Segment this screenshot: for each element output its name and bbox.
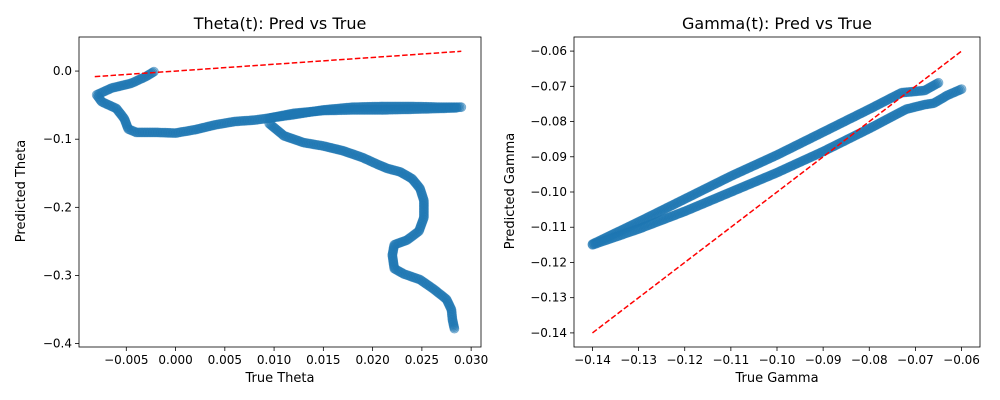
x-tick-label: −0.11: [712, 353, 749, 367]
axes-frame: [78, 36, 482, 348]
x-tick-label: −0.005: [104, 353, 148, 367]
x-tick-label: 0.030: [454, 353, 488, 367]
y-axis-label: Predicted Gamma: [503, 133, 518, 250]
y-tick-label: −0.10: [530, 185, 567, 199]
y-tick-label: −0.09: [530, 150, 567, 164]
x-tick-label: −0.09: [805, 353, 842, 367]
x-tick-label: 0.005: [208, 353, 242, 367]
data-point: [449, 323, 460, 334]
x-tick-label: 0.015: [306, 353, 340, 367]
x-tick-label: 0.000: [158, 353, 192, 367]
reference-line: [94, 50, 462, 78]
y-tick-label: −0.12: [530, 255, 567, 269]
y-tick-label: −0.3: [43, 268, 72, 282]
y-axis-label: Predicted Theta: [14, 140, 29, 242]
y-tick-label: −0.4: [43, 337, 72, 351]
data-point: [956, 84, 967, 95]
reference-line: [591, 50, 963, 334]
y-tick-label: 0.0: [53, 64, 72, 78]
x-tick-label: −0.13: [620, 353, 657, 367]
x-tick-label: −0.06: [943, 353, 980, 367]
chart-gamma: Gamma(t): Pred vs True True Gamma Predic…: [503, 14, 981, 386]
scatter-points: [587, 77, 967, 250]
x-tick-label: −0.07: [897, 353, 934, 367]
scatter-points: [91, 66, 467, 334]
x-tick-label: 0.025: [405, 353, 439, 367]
x-tick-label: −0.10: [759, 353, 796, 367]
chart-title: Gamma(t): Pred vs True: [682, 14, 872, 33]
y-tick-label: −0.1: [43, 132, 72, 146]
y-tick-label: −0.14: [530, 326, 567, 340]
y-tick-label: −0.13: [530, 291, 567, 305]
x-tick-label: −0.14: [574, 353, 611, 367]
y-tick-label: −0.06: [530, 44, 567, 58]
x-tick-label: −0.08: [851, 353, 888, 367]
data-point: [451, 102, 462, 113]
y-tick-label: −0.08: [530, 115, 567, 129]
plot-area: −0.005 0.000 0.005 0.010 0.015 0.020 0.025 0.03…: [43, 36, 488, 367]
y-tick-label: −0.2: [43, 200, 72, 214]
y-tick-label: −0.11: [530, 220, 567, 234]
plot-area: −0.14 −0.13 −0.12 −0.11 −0.10 −0.09 −0.08 −0.07…: [530, 36, 981, 367]
chart-theta: Theta(t): Pred vs True True Theta Predic…: [14, 14, 488, 386]
x-axis-label: True Gamma: [734, 371, 818, 386]
data-point: [933, 77, 944, 88]
x-tick-label: 0.020: [355, 353, 389, 367]
chart-title: Theta(t): Pred vs True: [193, 14, 367, 33]
x-tick-label: 0.010: [257, 353, 291, 367]
x-tick-label: −0.12: [666, 353, 703, 367]
y-tick-label: −0.07: [530, 79, 567, 93]
x-axis-label: True Theta: [245, 371, 315, 386]
